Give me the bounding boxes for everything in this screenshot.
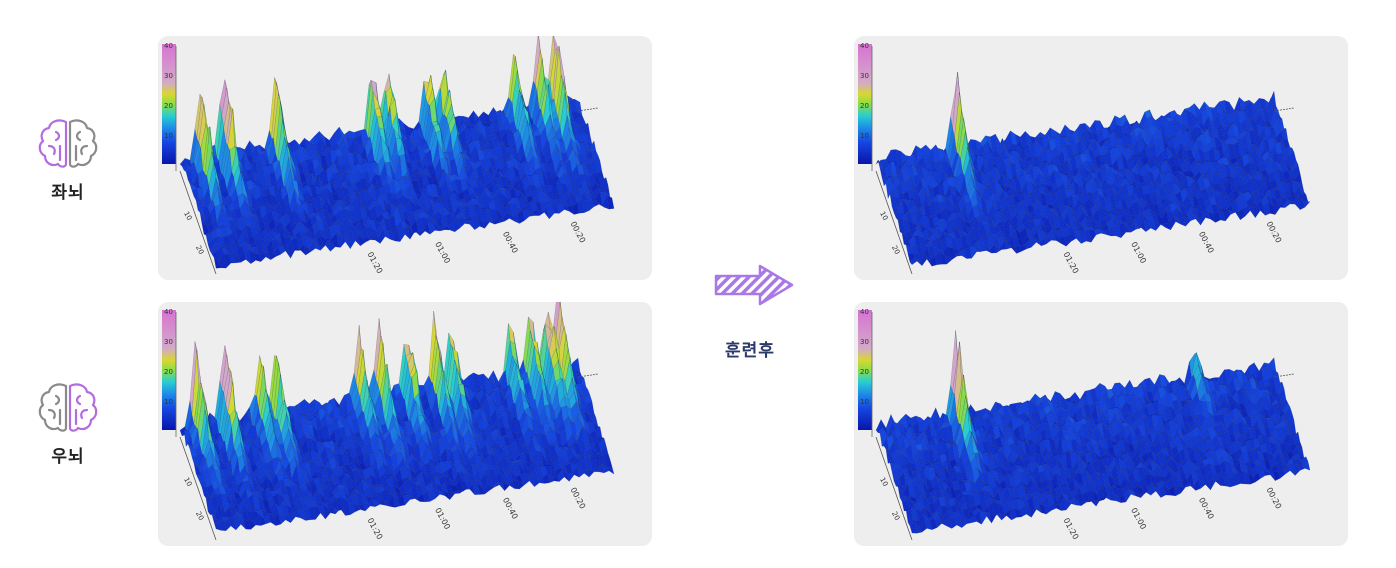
colorbar-tick-label: 40 <box>164 42 173 50</box>
surface-mesh <box>179 302 615 532</box>
time-tick-label: 01:20 <box>1061 251 1080 276</box>
x-axis-tail <box>1273 107 1295 112</box>
time-tick-label: 00:20 <box>568 486 587 511</box>
x-axis-tail <box>1273 373 1295 378</box>
colorbar-tick-label: 30 <box>164 72 173 80</box>
colorbar-tick-label: 10 <box>860 132 869 140</box>
colorbar-tick-label: 20 <box>860 368 869 376</box>
colorbar-tick-label: 30 <box>164 338 173 346</box>
brain-right-highlight-icon <box>38 383 98 432</box>
time-tick-label: 00:40 <box>501 230 520 255</box>
colorbar-tick-label: 30 <box>860 72 869 80</box>
colorbar <box>858 44 872 164</box>
x-axis-tail <box>577 107 599 112</box>
depth-axis-line <box>875 436 913 541</box>
surface-chart-before-left: 40 30 20 10 01:20 01:00 00:40 00:20 10 20 <box>162 36 615 276</box>
time-tick-label: 01:00 <box>1129 240 1148 265</box>
time-tick-label: 00:20 <box>1264 220 1283 245</box>
left-brain-label: 좌뇌 <box>51 183 85 203</box>
time-tick-label: 00:20 <box>568 220 587 245</box>
colorbar-tick-label: 20 <box>164 102 173 110</box>
depth-tick-label: 10 <box>878 476 889 488</box>
time-tick-label: 01:20 <box>365 251 384 276</box>
depth-tick-label: 20 <box>194 244 205 256</box>
surface-chart-after-right: 40 30 20 10 01:20 01:00 00:40 00:20 10 20 <box>858 308 1311 542</box>
depth-axis-line <box>179 170 217 275</box>
colorbar-tick-label: 40 <box>860 308 869 316</box>
colorbar <box>162 310 176 430</box>
colorbar-tick-label: 10 <box>860 398 869 406</box>
depth-tick-label: 20 <box>890 510 901 522</box>
depth-tick-label: 20 <box>194 510 205 522</box>
chart-panel-after-right: 40 30 20 10 01:20 01:00 00:40 00:20 10 20 <box>854 302 1348 546</box>
transition-label: 훈련후 <box>725 341 775 361</box>
time-tick-label: 00:20 <box>1264 486 1283 511</box>
right-brain-block: 우뇌 <box>28 380 108 467</box>
surface-chart-before-right: 40 30 20 10 01:20 01:00 00:40 00:20 10 20 <box>162 302 615 542</box>
colorbar <box>162 44 176 164</box>
depth-axis-line <box>875 170 913 275</box>
time-tick-label: 01:20 <box>1061 517 1080 542</box>
colorbar <box>858 310 872 430</box>
colorbar-tick-label: 10 <box>164 132 173 140</box>
surface-mesh <box>875 72 1311 267</box>
chart-panel-before-left: 40 30 20 10 01:20 01:00 00:40 00:20 10 20 <box>158 36 652 280</box>
time-tick-label: 01:20 <box>365 517 384 542</box>
surface-mesh <box>875 330 1311 534</box>
colorbar-tick-label: 10 <box>164 398 173 406</box>
surface-mesh <box>179 36 615 269</box>
depth-tick-label: 20 <box>890 244 901 256</box>
right-brain-label: 우뇌 <box>51 447 85 467</box>
time-tick-label: 01:00 <box>433 240 452 265</box>
time-tick-label: 01:00 <box>1129 506 1148 531</box>
x-axis-tail <box>577 373 599 378</box>
colorbar-tick-label: 40 <box>860 42 869 50</box>
colorbar-tick-label: 30 <box>860 338 869 346</box>
time-tick-label: 00:40 <box>501 496 520 521</box>
time-tick-label: 01:00 <box>433 506 452 531</box>
chart-panel-after-left: 40 30 20 10 01:20 01:00 00:40 00:20 10 20 <box>854 36 1348 280</box>
chart-panel-before-right: 40 30 20 10 01:20 01:00 00:40 00:20 10 20 <box>158 302 652 546</box>
left-brain-block: 좌뇌 <box>28 116 108 203</box>
depth-tick-label: 10 <box>182 210 193 222</box>
depth-tick-label: 10 <box>182 476 193 488</box>
colorbar-tick-label: 20 <box>860 102 869 110</box>
surface-chart-after-left: 40 30 20 10 01:20 01:00 00:40 00:20 10 20 <box>858 42 1311 276</box>
time-tick-label: 00:40 <box>1197 230 1216 255</box>
colorbar-tick-label: 20 <box>164 368 173 376</box>
depth-tick-label: 10 <box>878 210 889 222</box>
colorbar-tick-label: 40 <box>164 308 173 316</box>
brain-left-highlight-icon <box>38 119 98 168</box>
transition-block: 훈련후 <box>690 262 810 361</box>
hatched-arrow-right-icon <box>714 264 794 306</box>
time-tick-label: 00:40 <box>1197 496 1216 521</box>
depth-axis-line <box>179 436 217 541</box>
